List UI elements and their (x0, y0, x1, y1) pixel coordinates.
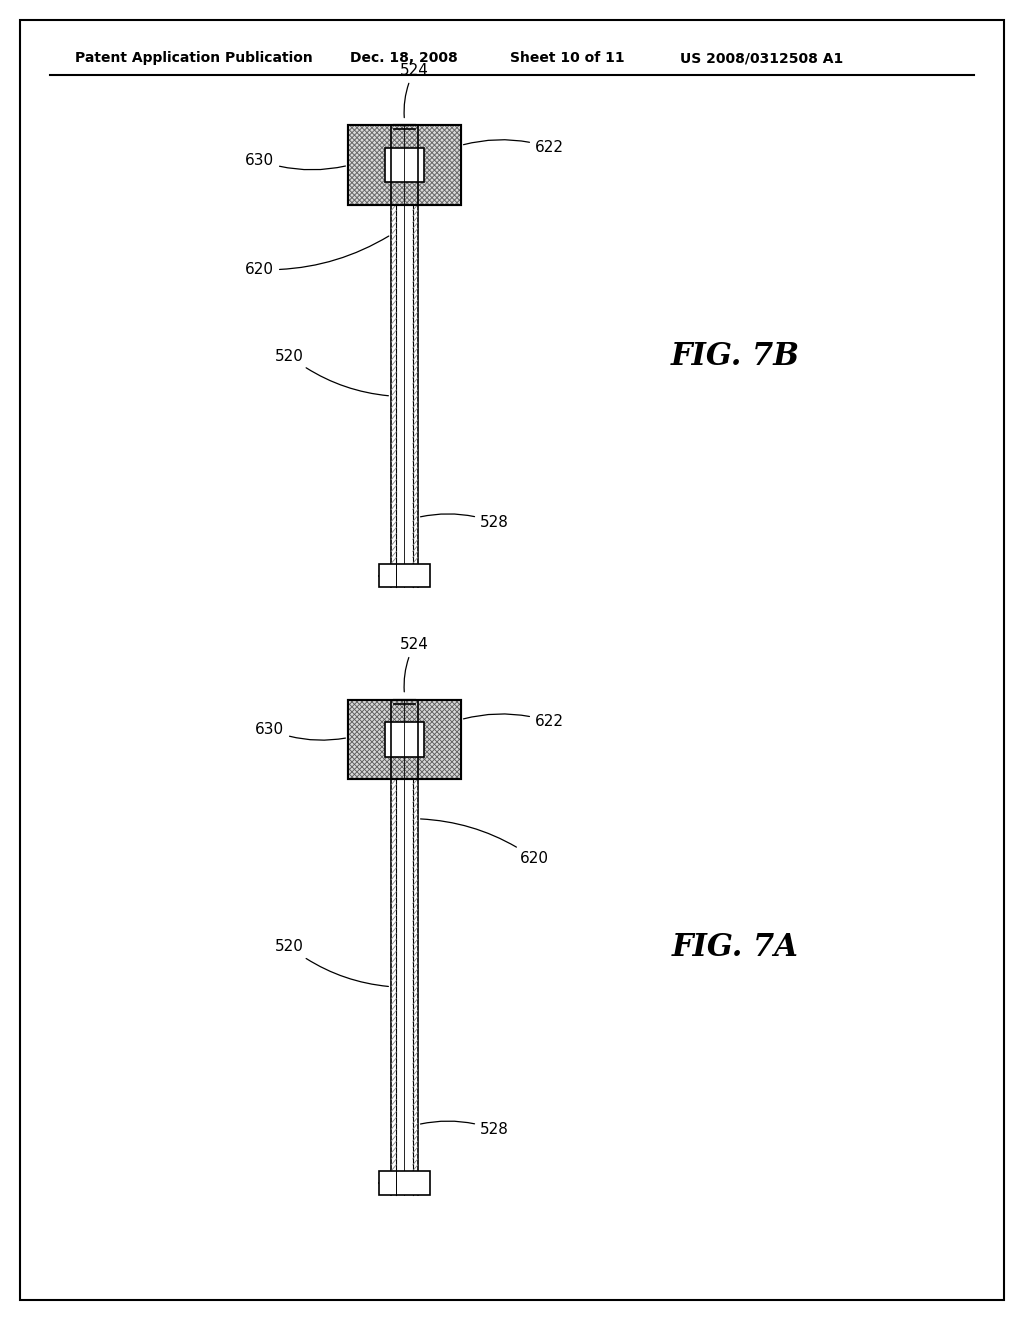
Text: 524: 524 (400, 638, 429, 692)
Text: 524: 524 (400, 63, 429, 117)
Bar (348, 700, 461, 779)
Text: 528: 528 (421, 513, 509, 529)
Bar (348, 700, 461, 779)
Bar (348, 125, 461, 205)
Text: 620: 620 (245, 236, 389, 277)
Text: 630: 630 (255, 722, 345, 741)
Text: FIG. 7B: FIG. 7B (671, 341, 800, 372)
Bar (348, 700, 461, 779)
Text: FIG. 7A: FIG. 7A (672, 932, 799, 962)
Text: 630: 630 (245, 153, 345, 170)
Text: 622: 622 (464, 140, 564, 154)
Text: 520: 520 (275, 940, 388, 986)
Bar (379, 1171, 430, 1195)
Bar (348, 125, 461, 205)
Text: 622: 622 (464, 714, 564, 729)
Bar (385, 148, 424, 182)
Bar (379, 564, 430, 587)
Text: 528: 528 (421, 1121, 509, 1137)
Bar (348, 125, 461, 205)
Text: Dec. 18, 2008: Dec. 18, 2008 (350, 51, 458, 65)
Text: US 2008/0312508 A1: US 2008/0312508 A1 (680, 51, 843, 65)
Text: 620: 620 (421, 818, 549, 866)
Text: Sheet 10 of 11: Sheet 10 of 11 (510, 51, 625, 65)
Text: 520: 520 (275, 348, 388, 396)
Bar (385, 722, 424, 756)
Text: Patent Application Publication: Patent Application Publication (75, 51, 312, 65)
